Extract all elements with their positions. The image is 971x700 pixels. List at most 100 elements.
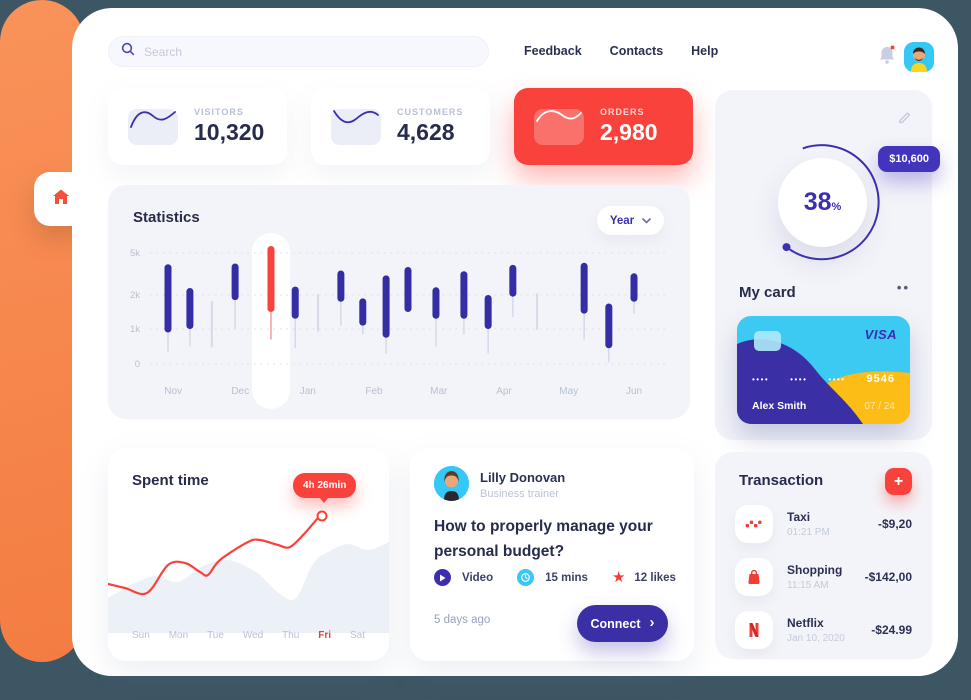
card-expiry: 07 / 24 [864,401,895,412]
svg-text:Nov: Nov [164,386,182,397]
stat-card-visitors: VISITORS 10,320 [108,88,287,165]
svg-text:May: May [559,386,578,397]
stat-value: 10,320 [194,119,265,145]
top-nav: Feedback Contacts Help [524,44,718,58]
my-card-title: My card [739,284,796,301]
balance-ring [782,144,880,261]
transaction-amount: -$9,20 [877,517,912,531]
card-number: •••• •••• •••• 9546 [752,373,895,385]
day-tue: Tue [207,630,224,641]
weekday-axis: Sun Mon Tue Wed Thu Fri Sat [132,630,365,641]
spent-time-chart [108,510,389,633]
nav-help[interactable]: Help [691,44,719,58]
user-avatar[interactable] [904,42,934,72]
card-chip [754,331,781,351]
transaction-time: 01:21 PM [787,527,830,538]
add-transaction-button[interactable]: + [885,468,912,495]
customers-sparkline-icon [331,108,381,145]
transaction-row-taxi[interactable]: Taxi 01:21 PM -$9,20 [735,502,912,546]
day-mon: Mon [168,630,189,641]
credit-card: VISA •••• •••• •••• 9546 Alex Smith 07 /… [737,316,910,424]
meta-likes-label: 12 likes [634,571,676,584]
stat-card-customers: CUSTOMERS 4,628 [311,88,490,165]
bag-icon [735,558,773,596]
card-holder: Alex Smith [752,400,807,412]
svg-text:Jun: Jun [626,386,642,397]
more-menu-icon[interactable]: •• [896,280,910,295]
svg-text:5k: 5k [130,248,140,259]
stat-value: 4,628 [397,119,455,145]
balance-percent: 38 % [778,158,867,247]
svg-text:0: 0 [135,359,140,370]
transaction-time: 11:15 AM [787,580,829,591]
transaction-name: Taxi [787,510,811,524]
statistics-card: Statistics Year 5k 2k 1k 0 Nov Dec Jan Feb Mar Ap… [108,185,690,419]
transactions-panel: Transaction + Taxi 01:21 PM -$9,20 Shopp… [715,452,932,659]
search-icon [121,42,135,61]
search-box[interactable] [108,36,489,67]
meta-duration-label: 15 mins [545,571,588,584]
connect-button[interactable]: Connect › [577,605,668,642]
notification-bell-icon[interactable] [877,44,897,66]
card-dots: •••• [828,374,846,384]
svg-text:1k: 1k [130,324,140,335]
card-dots: •••• [752,374,770,384]
visitors-sparkline-icon [128,108,178,145]
nav-feedback[interactable]: Feedback [524,44,582,58]
clock-icon [517,569,535,586]
stat-label: CUSTOMERS [397,107,464,117]
main-panel: Feedback Contacts Help VISITORS 10,320 C… [72,8,958,676]
home-icon [51,187,71,212]
day-wed: Wed [242,630,264,641]
connect-label: Connect [590,616,641,631]
course-author-name: Lilly Donovan [480,470,566,485]
percent-sign: % [831,201,842,213]
arrow-right-icon: › [649,614,655,631]
svg-text:Mar: Mar [430,386,448,397]
taxi-icon [735,505,773,543]
spent-time-tooltip: 4h 26min [293,473,357,503]
svg-text:Jan: Jan [300,386,316,397]
statistics-title: Statistics [133,209,200,226]
balance-panel: 38 % $10,600 My card •• VISA •••• •••• •… [715,90,940,440]
course-title: How to properly manage your personal bud… [434,518,653,560]
transaction-row-shopping[interactable]: Shopping 11:15 AM -$142,00 [735,555,912,599]
statistics-chart: 5k 2k 1k 0 Nov Dec Jan Feb Mar Apr May Jun [130,233,666,409]
play-icon [434,569,451,586]
card-dots: •••• [790,374,808,384]
day-fri: Fri [318,630,332,641]
spent-time-title: Spent time [132,472,209,489]
card-last4: 9546 [866,373,895,385]
sidebar [0,0,84,662]
transactions-title: Transaction [739,472,824,489]
edit-pencil-icon[interactable] [897,110,912,130]
credit-card-art [737,339,910,424]
transaction-name: Netflix [787,616,824,630]
nav-contacts[interactable]: Contacts [609,44,664,58]
stat-label: ORDERS [600,107,645,117]
netflix-icon [735,611,773,649]
day-thu: Thu [282,630,300,641]
search-input[interactable] [144,44,476,59]
transaction-amount: -$142,00 [864,570,912,584]
stat-label: VISITORS [194,107,244,117]
transaction-amount: -$24.99 [871,623,912,637]
chevron-down-icon [642,217,651,224]
transaction-time: Jan 10, 2020 [787,633,845,644]
period-dropdown[interactable]: Year [597,206,664,235]
balance-amount-badge: $10,600 [878,146,940,172]
percent-value: 38 [803,188,832,216]
meta-video-label: Video [462,571,494,584]
transaction-row-netflix[interactable]: Netflix Jan 10, 2020 -$24.99 [735,608,912,652]
spent-time-card: Spent time 4h 26min Sun Mon Tue Wed Thu … [108,448,389,661]
svg-text:2k: 2k [130,290,140,301]
visa-logo: VISA [864,327,897,342]
star-icon: ★ [611,569,626,586]
day-sun: Sun [132,630,150,641]
period-dropdown-value: Year [609,214,635,227]
svg-text:Dec: Dec [231,386,249,397]
course-author-role: Business trainer [480,488,559,500]
orders-sparkline-icon [534,108,584,145]
stat-value: 2,980 [600,119,658,145]
posted-ago: 5 days ago [434,614,491,626]
